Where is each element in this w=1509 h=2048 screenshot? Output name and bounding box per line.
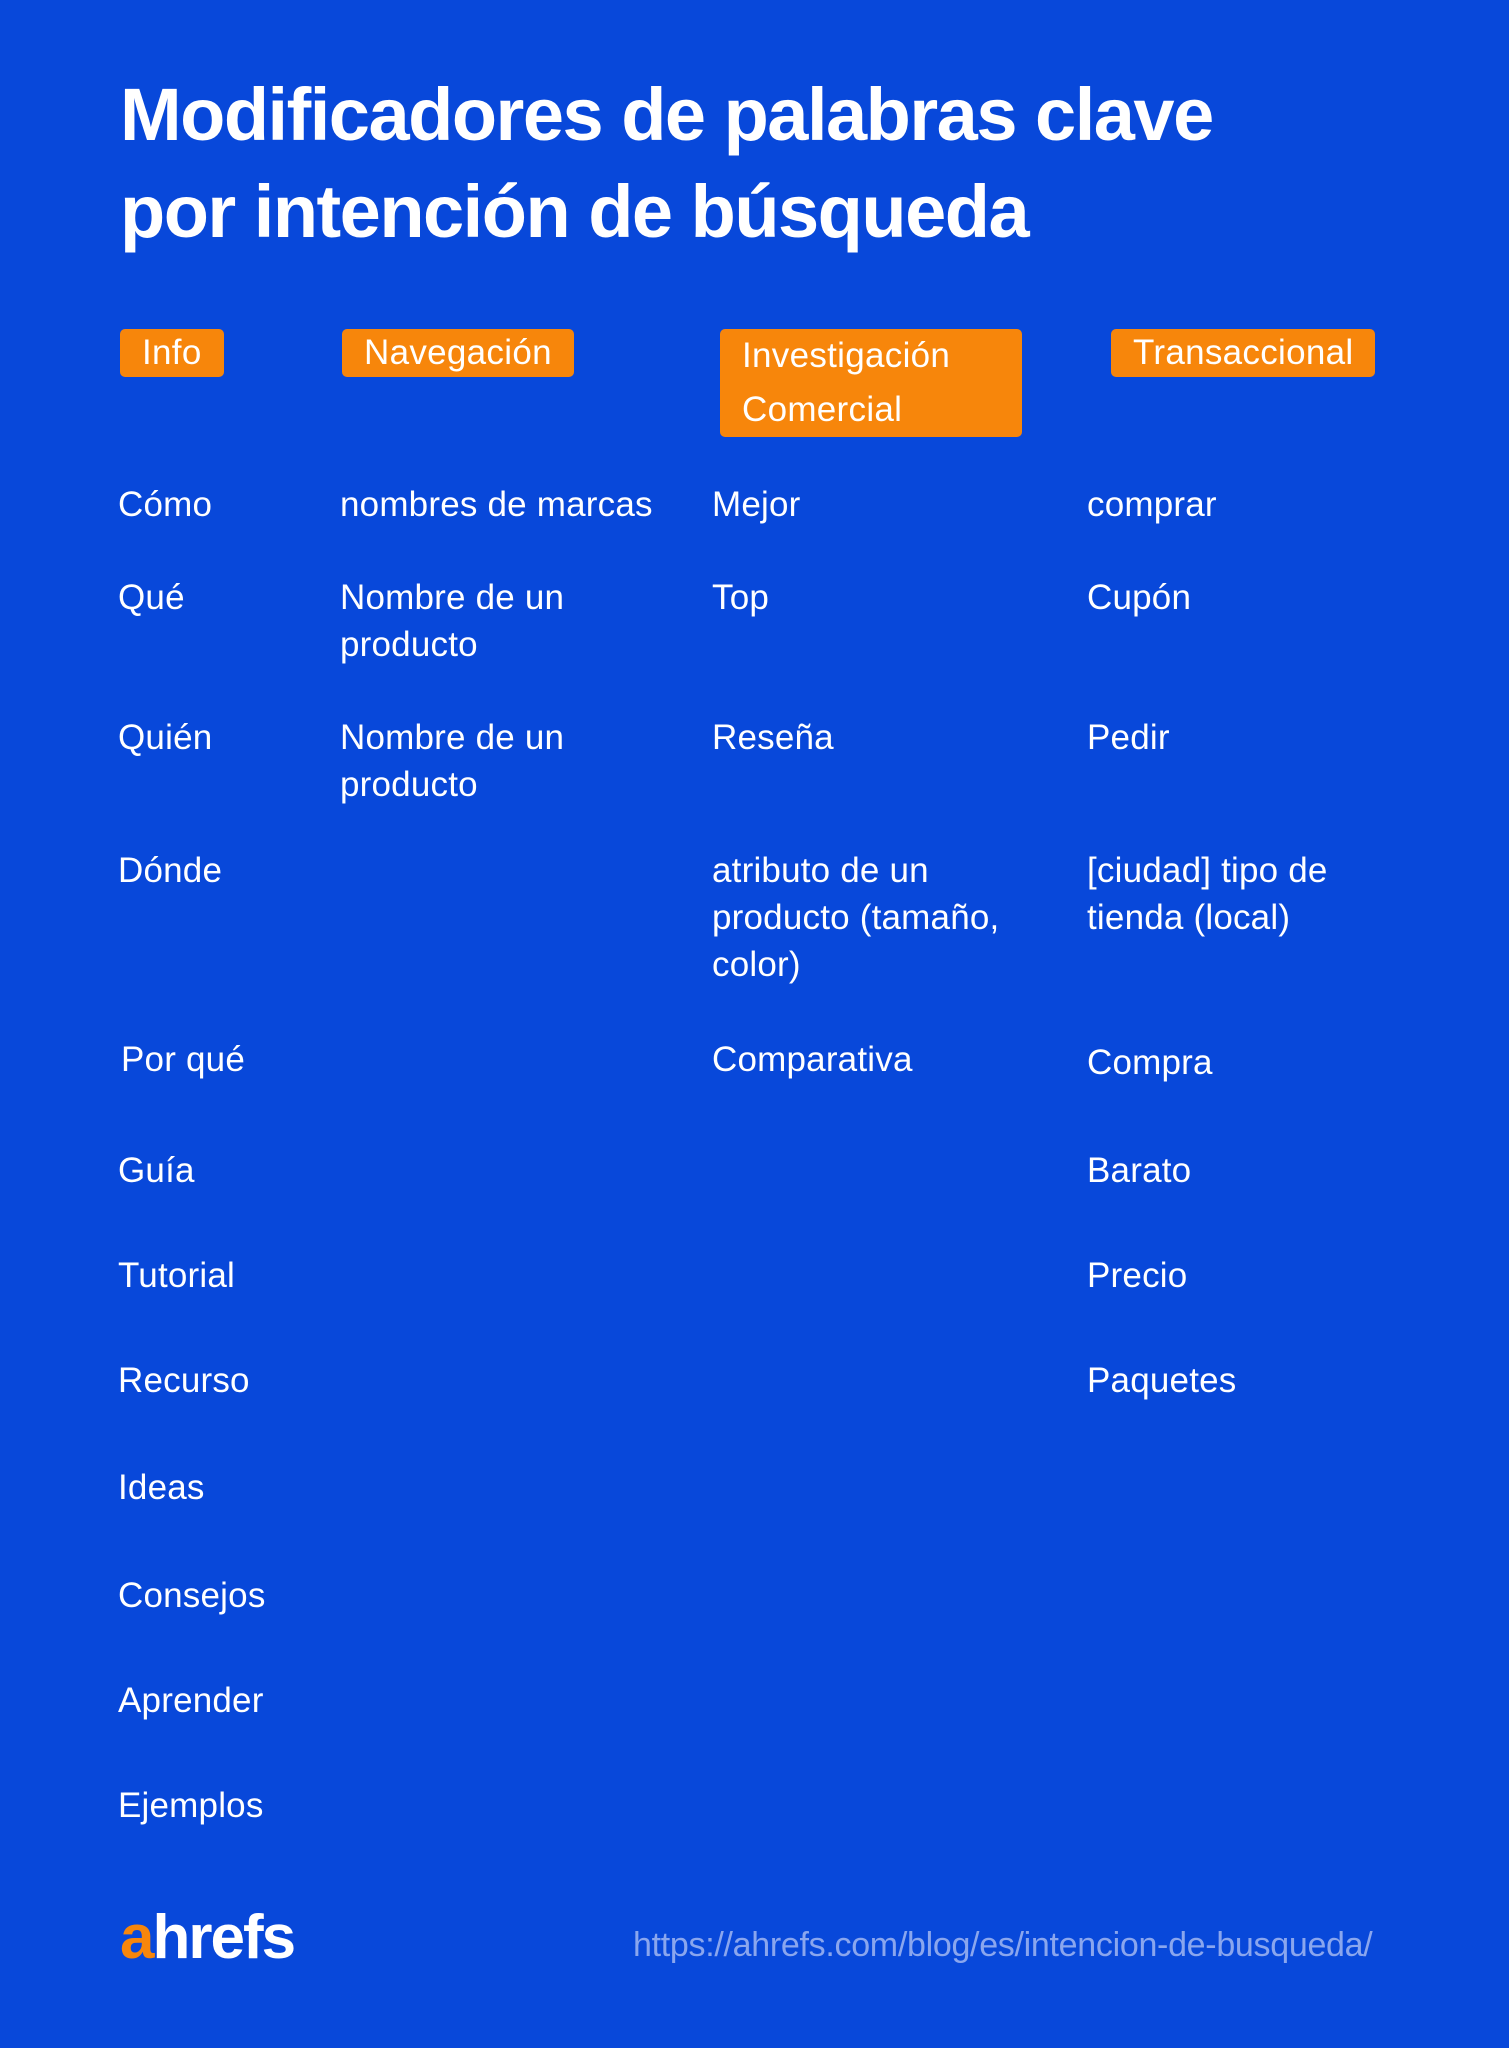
page-title: Modificadores de palabras clave por inte… bbox=[120, 66, 1214, 260]
cell-tra-compra: Compra bbox=[1087, 1043, 1213, 1082]
cell-tra-cupon: Cupón bbox=[1087, 578, 1192, 617]
ahrefs-logo-rest: hrefs bbox=[152, 1903, 296, 1972]
cell-tra-paquetes: Paquetes bbox=[1087, 1361, 1237, 1400]
cell-inv-mejor: Mejor bbox=[712, 485, 801, 524]
badge-navegacion: Navegación bbox=[342, 329, 574, 377]
cell-inv-atributo: atributo de un producto (tamaño, color) bbox=[712, 851, 1000, 984]
cell-info-como: Cómo bbox=[118, 485, 213, 524]
cell-tra-pedir: Pedir bbox=[1087, 718, 1170, 757]
cell-tra-precio: Precio bbox=[1087, 1256, 1188, 1295]
cell-tra-barato: Barato bbox=[1087, 1151, 1192, 1190]
cell-nav-producto-1: Nombre de un producto bbox=[340, 578, 565, 664]
cell-info-consejos: Consejos bbox=[118, 1576, 266, 1615]
cell-tra-ciudad: [ciudad] tipo de tienda (local) bbox=[1087, 851, 1328, 937]
cell-nav-marcas: nombres de marcas bbox=[340, 485, 653, 524]
cell-inv-resena: Reseña bbox=[712, 718, 834, 757]
cell-info-por-que: Por qué bbox=[121, 1040, 245, 1079]
cell-inv-top: Top bbox=[712, 578, 770, 617]
badge-info: Info bbox=[120, 329, 224, 377]
cell-info-quien: Quién bbox=[118, 718, 213, 757]
cell-info-ideas: Ideas bbox=[118, 1468, 205, 1507]
cell-info-ejemplos: Ejemplos bbox=[118, 1786, 264, 1825]
page-title-line1: Modificadores de palabras clave bbox=[120, 73, 1214, 156]
badge-transaccional: Transaccional bbox=[1111, 329, 1376, 377]
cell-info-donde: Dónde bbox=[118, 851, 223, 890]
page-title-line2: por intención de búsqueda bbox=[120, 170, 1030, 253]
cell-info-que: Qué bbox=[118, 578, 185, 617]
cell-tra-comprar: comprar bbox=[1087, 485, 1217, 524]
cell-inv-comparativa: Comparativa bbox=[712, 1040, 913, 1079]
ahrefs-logo: ahrefs bbox=[120, 1902, 296, 1973]
ahrefs-logo-a: a bbox=[120, 1903, 155, 1972]
cell-info-aprender: Aprender bbox=[118, 1681, 264, 1720]
cell-info-recurso: Recurso bbox=[118, 1361, 250, 1400]
cell-nav-producto-2: Nombre de un producto bbox=[340, 718, 565, 804]
cell-info-tutorial: Tutorial bbox=[118, 1256, 236, 1295]
badge-investigacion-comercial: Investigación Comercial bbox=[720, 329, 1022, 437]
source-url: https://ahrefs.com/blog/es/intencion-de-… bbox=[633, 1926, 1373, 1964]
cell-info-guia: Guía bbox=[118, 1151, 195, 1190]
